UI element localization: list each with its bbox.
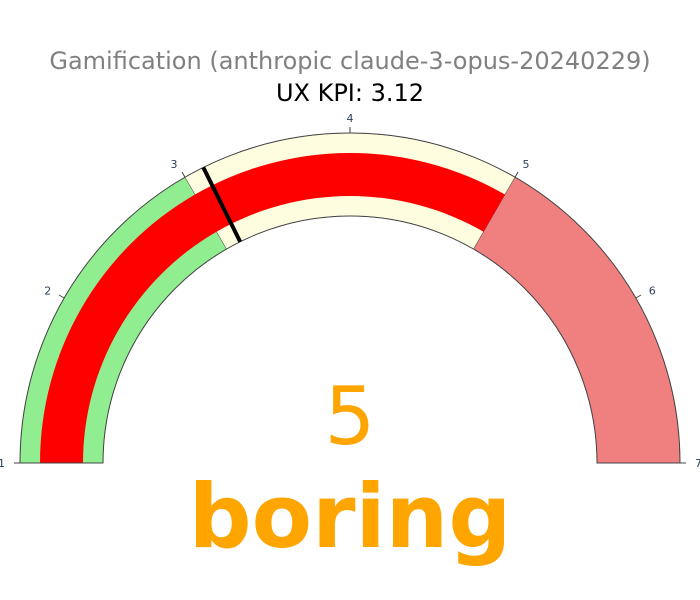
chart-title: Gamification (anthropic claude-3-opus-20… [49,47,650,75]
gauge-outline-layer [19,132,681,464]
gauge-tick-label: 2 [44,285,51,298]
gauge-step-3 [473,176,681,464]
chart-subtitle: UX KPI: 3.12 [276,79,424,107]
gauge-tick-label: 1 [0,457,5,470]
gauge-bar [40,152,505,464]
gauge-tick-mark [181,171,186,178]
gauge-tick-mark [58,294,65,299]
gauge-tick-label: 7 [695,457,700,470]
gauge-threshold-line [201,166,242,243]
gauge-value: 5 [325,370,376,463]
gauge-tick-label: 6 [649,285,656,298]
gauge-tick-mark [514,171,519,178]
gauge-ticks: 1 2 3 4 5 6 7 [0,112,700,470]
gauge-threshold-layer [201,166,242,243]
gauge-tick-label: 4 [347,112,354,125]
gauge-bar-layer [40,152,505,464]
gauge-outline [19,132,681,464]
gauge-tick-label: 3 [171,158,178,171]
gauge-tick-label: 5 [523,158,530,171]
gauge-value-label: boring [189,465,512,568]
gauge-tick-mark [635,294,642,299]
